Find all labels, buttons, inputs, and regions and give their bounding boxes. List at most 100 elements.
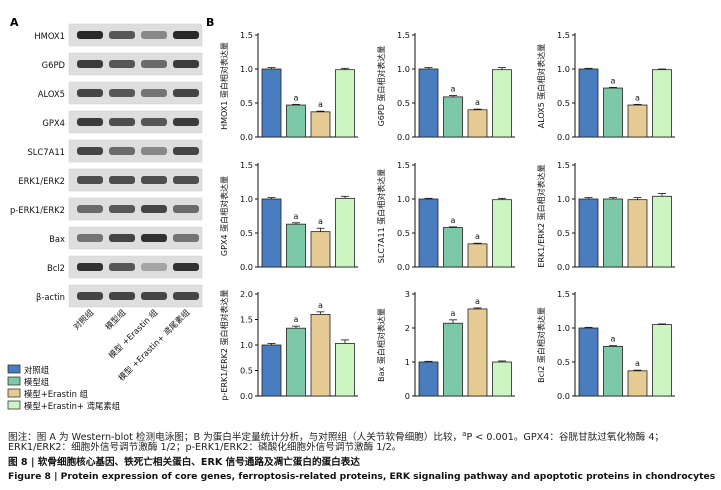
bar [492, 361, 512, 397]
western-blot-panel: HMOX1 G6PD ALOX5 GPX4 SLC7A11 ERK1/ERK2 p-ERK1… [10, 23, 203, 308]
blot-band [173, 263, 199, 271]
blot-band [77, 89, 103, 97]
blot-band [141, 118, 167, 126]
blot-label: Bax [49, 234, 65, 244]
bar [467, 243, 488, 268]
significance-label: a [475, 232, 480, 241]
y-tick-label: 1.0 [557, 323, 570, 333]
blot-band [173, 60, 199, 68]
legend-label: 对照组 [24, 365, 50, 375]
bar-chart: p-ERK1/ERK2 蛋白相对表达量 0.0 0.5 1.0 1.5 2.0 a a [219, 289, 358, 401]
bar [335, 343, 355, 397]
y-tick-label: 1.5 [240, 160, 253, 170]
caption-line-2: ERK1/ERK2：细胞外信号调节激酶 1/2；p-ERK1/ERK2：磷酸化细… [8, 442, 402, 453]
blot-label: HMOX1 [34, 31, 65, 41]
blot-band [77, 234, 103, 242]
y-axis-label: HMOX1 蛋白相对表达量 [219, 42, 229, 130]
significance-label: a [475, 297, 480, 306]
blot-strip [68, 52, 203, 76]
blot-band [141, 89, 167, 97]
y-tick-label: 1.5 [397, 160, 410, 170]
y-tick-label: 0.0 [397, 262, 410, 272]
blot-label: ERK1/ERK2 [18, 176, 65, 186]
bar [261, 68, 282, 138]
y-tick-label: 0.0 [557, 262, 570, 272]
bar [418, 68, 439, 138]
lane-label: 对照组 [71, 307, 95, 331]
bar-chart: SLC7A11 蛋白相对表达量 0.0 0.5 1.0 1.5 a a [376, 160, 515, 272]
significance-label: a [475, 98, 480, 107]
legend-swatch [7, 388, 21, 398]
y-axis-label: ALOX5 蛋白相对表达量 [536, 44, 546, 129]
blot-label: G6PD [42, 60, 65, 70]
y-axis-label: Bax 蛋白相对表达量 [376, 308, 386, 382]
figure-title-zh: 图 8 | 软骨细胞核心基因、铁死亡相关蛋白、ERK 信号通路及凋亡蛋白的蛋白表… [8, 457, 360, 468]
y-tick-label: 0.0 [557, 391, 570, 401]
bar-chart: ERK1/ERK2 蛋白相对表达量 0.0 0.5 1.0 1.5 [536, 160, 675, 272]
bar-chart: Bax 蛋白相对表达量 0 1 2 3 a a [376, 289, 515, 401]
bar-chart-grid: HMOX1 蛋白相对表达量 0.0 0.5 1.0 1.5 a a G6PD 蛋白相对表达量 0… [219, 30, 675, 401]
blot-band [77, 263, 103, 271]
blot-strip [68, 284, 203, 308]
y-tick-label: 0.5 [397, 228, 410, 238]
lane-label: 模型组 [103, 307, 127, 331]
blot-strip [68, 23, 203, 47]
blot-label: β-actin [36, 292, 65, 302]
significance-label: a [318, 301, 323, 310]
significance-label: a [318, 217, 323, 226]
figure-title-en: Figure 8 | Protein expression of core ge… [8, 471, 716, 482]
significance-label: a [318, 100, 323, 109]
blot-band [173, 205, 199, 213]
bar [627, 199, 648, 268]
legend-label: 模型+Erastin 组 [24, 389, 89, 399]
y-tick-label: 0.5 [240, 228, 253, 238]
y-tick-label: 1 [405, 357, 410, 367]
bar [603, 198, 623, 268]
y-axis-label: SLC7A11 蛋白相对表达量 [376, 169, 386, 263]
significance-label: a [294, 93, 299, 102]
significance-label: a [611, 335, 616, 344]
blot-band [109, 118, 135, 126]
y-tick-label: 0.0 [240, 132, 253, 142]
blot-strip [68, 226, 203, 250]
bar [443, 96, 463, 138]
significance-label: a [635, 359, 640, 368]
panel-label-b: B [206, 16, 214, 29]
bar [261, 344, 282, 397]
caption-line-1-a: 图注：图 A 为 Western-blot 检测电泳图；B 为蛋白半定量统计分析… [8, 432, 463, 444]
blot-band [109, 263, 135, 271]
significance-label: a [451, 216, 456, 225]
y-tick-label: 1.0 [240, 64, 253, 74]
y-tick-label: 0.5 [240, 98, 253, 108]
blot-label: p-ERK1/ERK2 [10, 205, 65, 215]
y-tick-label: 0.5 [397, 98, 410, 108]
y-tick-label: 1.5 [557, 289, 570, 299]
blot-band [173, 118, 199, 126]
bar [578, 68, 599, 138]
y-tick-label: 0.5 [557, 357, 570, 367]
bar [310, 231, 331, 268]
y-tick-label: 0.0 [240, 262, 253, 272]
bar [310, 111, 331, 138]
bar [443, 227, 463, 268]
blot-band [141, 31, 167, 39]
y-tick-label: 3 [405, 289, 410, 299]
bar [627, 104, 648, 138]
blot-label: SLC7A11 [27, 147, 65, 157]
legend-swatch [7, 364, 21, 374]
blot-band [141, 292, 167, 300]
legend-swatch [7, 376, 21, 386]
blot-band [141, 60, 167, 68]
bar [492, 69, 512, 138]
y-tick-label: 0.5 [557, 228, 570, 238]
y-axis-label: Bcl2 蛋白相对表达量 [536, 307, 546, 383]
significance-label: a [294, 212, 299, 221]
bar [335, 69, 355, 138]
blot-band [109, 147, 135, 155]
legend-label: 模型+Erastin+ 鸢尾素组 [24, 401, 121, 411]
caption-line-1-b: P < 0.001。GPX4：谷胱甘肽过氧化物酶 4； [466, 432, 665, 444]
blot-label: Bcl2 [47, 263, 65, 273]
blot-band [77, 292, 103, 300]
blot-band [141, 234, 167, 242]
bar [578, 198, 599, 268]
